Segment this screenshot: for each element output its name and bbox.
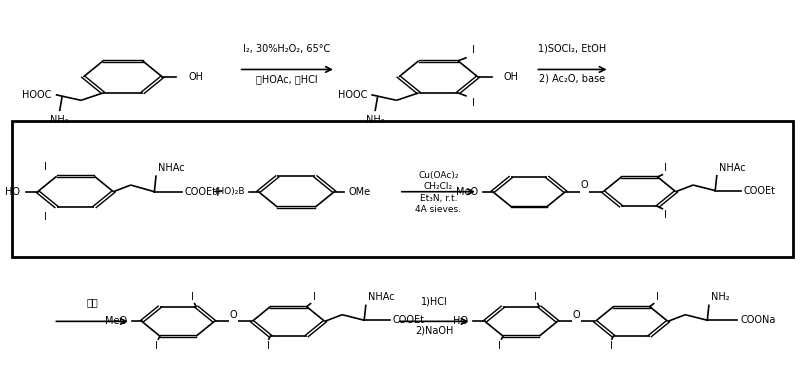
Text: I: I: [664, 163, 666, 173]
Text: 1)SOCl₂, EtOH: 1)SOCl₂, EtOH: [538, 44, 606, 54]
Text: +: +: [212, 185, 223, 199]
Text: Cu(OAc)₂: Cu(OAc)₂: [418, 171, 458, 180]
Text: 4A sieves.: 4A sieves.: [415, 205, 462, 214]
Text: 1)HCl: 1)HCl: [421, 297, 448, 306]
Text: CH₂Cl₂: CH₂Cl₂: [424, 182, 453, 191]
Text: COOEt: COOEt: [184, 187, 216, 197]
Text: O: O: [573, 309, 580, 320]
Text: OH: OH: [188, 72, 203, 82]
Text: I: I: [534, 292, 537, 302]
Text: 2) Ac₂O, base: 2) Ac₂O, base: [539, 74, 606, 84]
Text: NHAc: NHAc: [719, 163, 746, 173]
Text: I: I: [498, 341, 501, 350]
Text: Et₃N, r.t.: Et₃N, r.t.: [419, 194, 457, 203]
Text: MeO: MeO: [106, 316, 127, 326]
Text: HOOC: HOOC: [22, 90, 52, 100]
Text: NH₂: NH₂: [366, 115, 385, 125]
Text: (HO)₂B: (HO)₂B: [214, 187, 244, 196]
Text: I: I: [472, 99, 475, 108]
Text: I: I: [191, 292, 194, 302]
Text: O: O: [230, 309, 237, 320]
Text: NH₂: NH₂: [711, 293, 730, 302]
Text: NHAc: NHAc: [158, 163, 185, 173]
Text: HO: HO: [453, 316, 467, 326]
Text: OMe: OMe: [349, 187, 370, 197]
Text: 典化: 典化: [86, 297, 98, 307]
Text: I: I: [154, 341, 158, 350]
Text: I: I: [472, 45, 475, 55]
Text: HOOC: HOOC: [338, 90, 367, 100]
Text: I: I: [44, 212, 47, 221]
Text: COOEt: COOEt: [743, 186, 775, 196]
Bar: [13, 121, 794, 256]
Text: NHAc: NHAc: [368, 293, 394, 302]
Text: NH₂: NH₂: [50, 115, 69, 125]
Text: HO: HO: [6, 187, 20, 197]
Text: 2)NaOH: 2)NaOH: [415, 326, 454, 336]
Text: I: I: [267, 341, 270, 351]
Text: I: I: [313, 292, 316, 302]
Text: OH: OH: [504, 72, 519, 82]
Text: I: I: [656, 292, 659, 302]
Text: I: I: [664, 210, 666, 220]
Text: I₂, 30%H₂O₂, 65°C: I₂, 30%H₂O₂, 65°C: [243, 44, 330, 54]
Text: O: O: [581, 180, 588, 190]
Text: COONa: COONa: [741, 315, 776, 325]
Text: I: I: [610, 341, 614, 351]
Text: I: I: [44, 162, 47, 172]
Text: COOEt: COOEt: [393, 315, 425, 325]
Text: 冰HOAc, 浓HCl: 冰HOAc, 浓HCl: [256, 74, 318, 84]
Text: MeO: MeO: [457, 187, 478, 197]
